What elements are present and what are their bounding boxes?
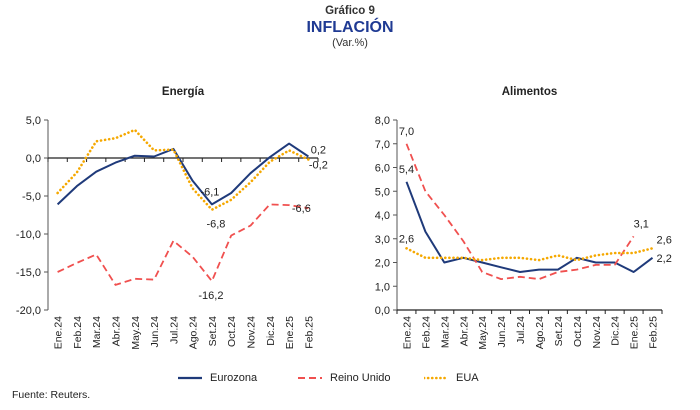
data-label-reino-unido: -16,2 [198,290,223,302]
source-note: Fuente: Reuters. [12,389,91,401]
legend-label-reino-unido: Reino Unido [330,372,391,384]
data-label-eua: 2,6 [657,234,672,246]
series-line-reino-unido-alimentos [405,143,635,280]
data-label-eurozona: 2,2 [657,253,672,265]
x-tick-label: Ago.24 [188,316,200,349]
x-tick-label: May.24 [477,316,489,350]
x-tick-label: Jun.24 [496,316,508,348]
x-tick-label: Mar.24 [91,316,103,348]
data-label-reino-unido: 7,0 [399,126,414,138]
series-line-eurozona-energ-a [56,142,309,206]
y-tick-label: -5,0 [22,191,41,203]
y-tick-label: 7,0 [375,139,390,151]
y-tick-label: 0,0 [375,305,390,317]
x-tick-label: Jun.24 [149,316,161,348]
x-tick-label: Jul.24 [515,316,527,344]
data-label-eurozona: 0,2 [311,144,326,156]
y-tick-label: -15,0 [16,267,41,279]
series-line-eua-alimentos [405,247,654,262]
x-tick-label: Feb.24 [420,316,432,349]
data-label-eua: 2,6 [399,233,414,245]
y-tick-label: -10,0 [16,229,41,241]
panel-title-energ-a: Energía [162,86,205,98]
legend-label-eua: EUA [456,372,479,384]
figure-title: INFLACIÓN [306,19,394,36]
legend-label-eurozona: Eurozona [210,372,258,384]
x-tick-label: Dic.24 [265,316,277,346]
y-tick-label: 8,0 [375,115,390,127]
figure-number: Gráfico 9 [325,5,375,17]
data-label-reino-unido: 3,1 [634,218,649,230]
x-tick-label: Feb.24 [72,316,84,349]
panel-energ-a: Energía 5,0 0,0 -5,0 -10,0 -15,0 -20,0 Ene.24 Fe… [16,86,328,350]
series-line-reino-unido-energ-a [57,203,309,286]
x-tick-label: Nov.24 [591,316,603,349]
x-tick-label: Ago.24 [534,316,546,349]
data-label-eurozona: -6,1 [200,186,219,198]
y-tick-label: -20,0 [16,305,41,317]
legend: Eurozona Reino Unido EUA [0,370,700,386]
y-tick-label: 1,0 [375,281,390,293]
x-tick-label: Set.24 [553,316,565,347]
x-tick-label: Jul.24 [168,316,180,344]
x-tick-label: Abr.24 [458,316,470,347]
legend-item-reino-unido: Reino Unido [298,370,391,386]
charts-canvas: Energía 5,0 0,0 -5,0 -10,0 -15,0 -20,0 Ene.24 Fe… [16,86,672,350]
x-tick-label: Mar.24 [439,316,451,348]
x-tick-label: Feb.25 [303,316,315,349]
x-tick-label: Feb.25 [648,316,660,349]
y-tick-label: 4,0 [375,210,390,222]
panel-title-alimentos: Alimentos [502,86,558,98]
data-label-eua: -0,2 [309,160,328,172]
x-tick-label: Oct.24 [226,316,238,347]
y-tick-label: 6,0 [375,163,390,175]
x-tick-label: May.24 [130,316,142,350]
series-line-eua-energ-a [56,128,310,211]
y-tick-label: 5,0 [26,115,41,127]
x-tick-label: Dic.24 [610,316,622,346]
legend-item-eua: EUA [424,370,479,386]
x-tick-label: Oct.24 [572,316,584,347]
x-tick-label: Abr.24 [111,316,123,347]
y-tick-label: 3,0 [375,234,390,246]
y-tick-label: 5,0 [375,186,390,198]
x-tick-label: Ene.24 [401,316,413,349]
legend-swatch-eurozona [178,376,202,380]
legend-swatch-eua [424,376,448,380]
chart-header: Gráfico 9 INFLACIÓN (Var.%) [0,4,700,50]
data-label-eurozona: 5,4 [399,164,414,176]
series-line-eurozona-alimentos [405,181,654,273]
data-label-reino-unido: -6,6 [292,203,311,215]
x-tick-label: Ene.25 [629,316,641,349]
figure-subtitle: (Var.%) [332,37,368,49]
y-tick-label: 0,0 [26,153,41,165]
legend-swatch-reino-unido [298,377,322,379]
legend-item-eurozona: Eurozona [178,370,257,386]
data-label-eua: -6,8 [206,219,225,231]
x-tick-label: Set.24 [207,316,219,347]
panel-alimentos: Alimentos 8,0 7,0 6,0 5,0 4,0 3,0 2,0 1,0 0,0 Ene.… [375,86,672,350]
x-tick-label: Ene.24 [53,316,65,349]
x-tick-label: Ene.25 [284,316,296,349]
x-tick-label: Nov.24 [246,316,258,349]
y-tick-label: 2,0 [375,258,390,270]
